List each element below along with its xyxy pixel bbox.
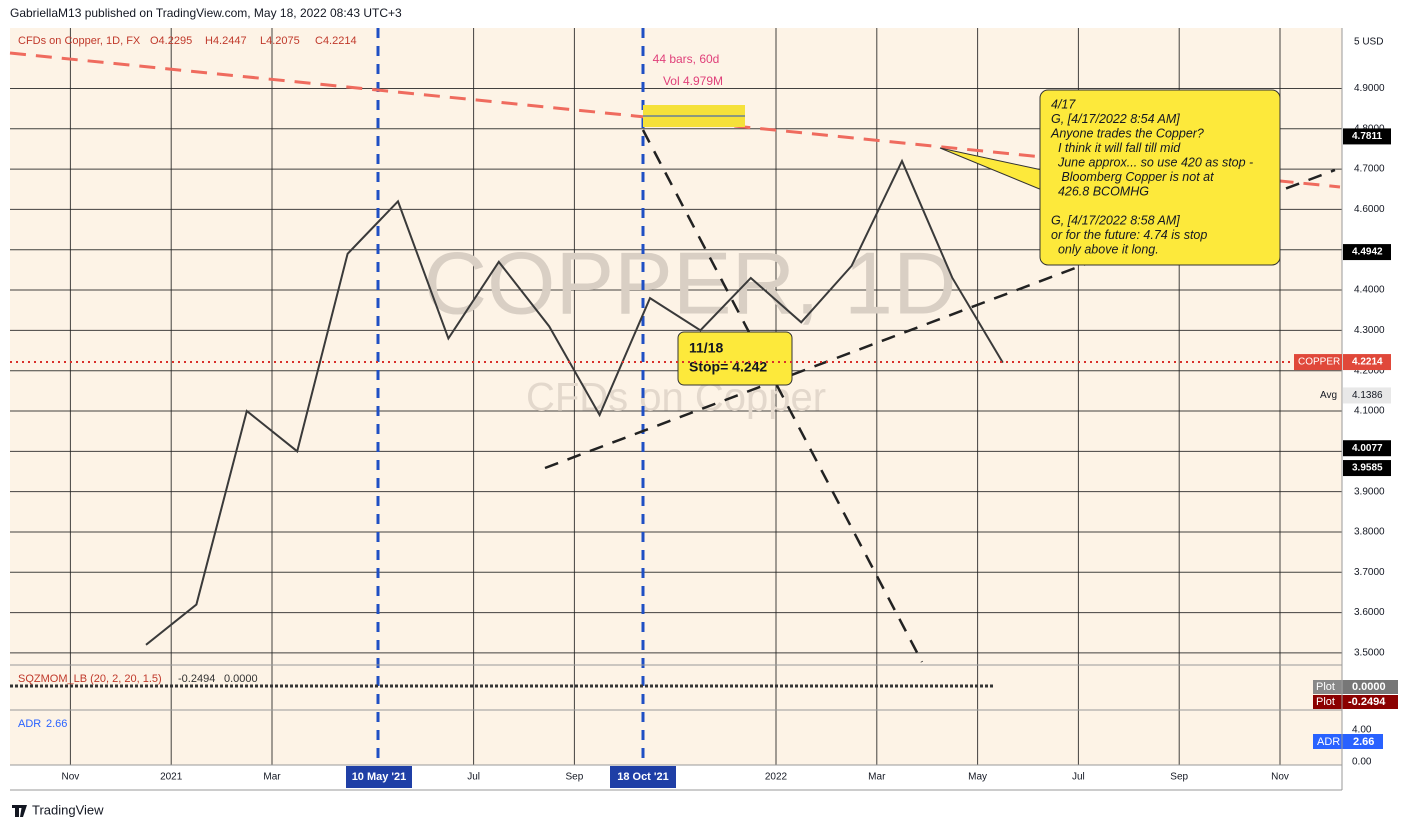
price-marker [1343, 244, 1391, 261]
y-tick-label: 4.1000 [1354, 406, 1385, 417]
plot-tag-value: 0.0000 [1352, 681, 1386, 693]
y-tick-label: 3.9000 [1354, 486, 1385, 497]
last-price-tag [1343, 354, 1391, 371]
adr-axis: 4.00 [1352, 725, 1372, 736]
sqz-value: -0.2494 [178, 673, 215, 685]
date-highlight-label: 10 May '21 [352, 771, 407, 783]
y-tick-label: 4.4000 [1354, 285, 1385, 296]
x-tick-label: Mar [263, 772, 281, 783]
note-box [677, 331, 793, 386]
grid [10, 28, 1342, 765]
adr-tag-label: ADR [1317, 736, 1340, 748]
comment-line: only above it long. [1051, 242, 1159, 256]
trendline [9, 51, 1341, 189]
price-marker-label: 3.9585 [1352, 463, 1383, 474]
comment: 4/17G, [4/17/2022 8:54 AM]Anyone trades … [1050, 97, 1253, 256]
ohlc-value: H4.2447 [205, 35, 247, 47]
y-tick-label: 3.8000 [1354, 527, 1385, 538]
price-line [145, 158, 1004, 646]
x-tick-label: Sep [1170, 772, 1188, 783]
x-tick-label: May [968, 772, 987, 783]
adr-title: ADR [18, 718, 41, 730]
comment-line: 4/17 [1051, 97, 1076, 111]
comment-line: G, [4/17/2022 8:54 AM] [1051, 112, 1180, 126]
y-tick-label: 3.5000 [1354, 648, 1385, 659]
x-tick-label: 2022 [765, 772, 788, 783]
footer-brand: TradingView [32, 802, 104, 817]
price-marker [1343, 440, 1391, 457]
plot-tag [1343, 680, 1398, 694]
currency: 5 USD [1354, 37, 1383, 48]
comment-line: 426.8 BCOMHG [1051, 184, 1149, 198]
price-marker [1343, 128, 1391, 145]
range-label: 44 bars, 60d [653, 52, 720, 66]
comment-box [1039, 89, 1281, 266]
price-marker-label: 4.4942 [1352, 247, 1383, 258]
x-tick-label: Jul [467, 772, 480, 783]
ohlc-value: C4.2214 [315, 35, 357, 47]
price-marker [1343, 460, 1391, 477]
logo [12, 805, 27, 817]
sqz-title: SQZMOM_LB (20, 2, 20, 1.5) [18, 673, 162, 685]
x-tick-label: Nov [1271, 772, 1289, 783]
adr-tag [1313, 734, 1343, 749]
price-marker-label: 4.0077 [1352, 443, 1383, 454]
plot-tag [1343, 695, 1398, 709]
avg-label: 4.1386 [1352, 390, 1383, 401]
avg-name: Avg [1320, 390, 1337, 401]
comment-line: June approx... so use 420 as stop - [1051, 155, 1253, 169]
x-tick-label: 2021 [160, 772, 183, 783]
price-marker-label: 4.7811 [1352, 131, 1382, 142]
note-text: Stop= 4.242 [689, 359, 767, 375]
trendline [641, 129, 924, 663]
y-tick-label: 3.6000 [1354, 607, 1385, 618]
date-highlight [610, 766, 676, 788]
adr-tag [1343, 734, 1383, 749]
x-tick-label: Nov [62, 772, 80, 783]
price [145, 158, 1004, 646]
last-price-tag [1294, 354, 1342, 371]
legend: CFDs on Copper, 1D, FX [18, 35, 141, 47]
date-highlight-label: 18 Oct '21 [617, 771, 669, 783]
publisher: GabriellaM13 published on TradingView.co… [10, 6, 402, 20]
comment-line: Bloomberg Copper is not at [1051, 170, 1214, 184]
y-tick-label: 4.7000 [1354, 164, 1385, 175]
comment-line: or for the future: 4.74 is stop [1051, 228, 1207, 242]
comment-line: I think it will fall till mid [1051, 141, 1181, 155]
adr-tag-value: 2.66 [1353, 736, 1374, 748]
adr-axis: 0.00 [1352, 757, 1372, 768]
last-price-label: 4.2214 [1352, 357, 1383, 368]
comment-line: Anyone trades the Copper? [1050, 126, 1204, 140]
avg-tag [1343, 387, 1391, 404]
y-tick-label: 4.3000 [1354, 325, 1385, 336]
comment-line: G, [4/17/2022 8:58 AM] [1051, 213, 1180, 227]
ohlc-value: O4.2295 [150, 35, 192, 47]
plot-tag [1313, 695, 1343, 709]
ohlc-value: L4.2075 [260, 35, 300, 47]
x-tick-label: Sep [566, 772, 584, 783]
plot-tag-label: Plot [1316, 681, 1335, 693]
plot-tag [1313, 680, 1343, 694]
x-tick-label: Mar [868, 772, 886, 783]
plot-tag-value: -0.2494 [1348, 696, 1386, 708]
date-highlight [346, 766, 412, 788]
x-tick-label: Jul [1072, 772, 1085, 783]
y-tick-label: 3.7000 [1354, 567, 1385, 578]
ohlc: O4.2295 H4.2447 L4.2075 C4.2214 [150, 35, 357, 47]
range-label: Vol 4.979M [663, 74, 723, 88]
sqz-value: 0.0000 [224, 673, 258, 685]
watermark: COPPER, 1D [423, 233, 956, 332]
y-tick-label: 4.6000 [1354, 204, 1385, 215]
y-tick-label: 4.2000 [1354, 365, 1385, 376]
adr-value: 2.66 [46, 718, 67, 730]
plot-tag-label: Plot [1316, 696, 1335, 708]
note-text: 11/18 [689, 340, 723, 356]
last-price-name: COPPER [1298, 357, 1340, 368]
y-tick-label: 4.9000 [1354, 83, 1385, 94]
